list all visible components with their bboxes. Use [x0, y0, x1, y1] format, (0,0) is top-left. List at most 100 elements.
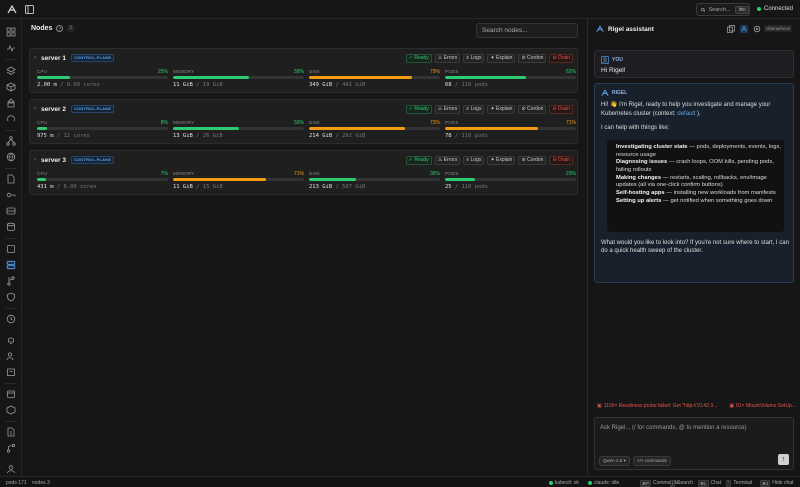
refresh-icon[interactable]	[6, 114, 16, 124]
pods-used: 68	[445, 82, 452, 88]
drain-button[interactable]: ⊖ Drain	[549, 156, 573, 165]
agent-mode-icon[interactable]	[740, 25, 748, 33]
logs-button[interactable]: ≡ Logs	[463, 105, 485, 114]
bell-icon[interactable]	[6, 335, 16, 345]
logs-button[interactable]: ≡ Logs	[463, 156, 485, 165]
node-card[interactable]: › server 1 CONTROL-PLANE ✓ Ready ⚠ Errors ≡ L…	[29, 48, 578, 93]
archive-icon[interactable]	[6, 367, 16, 377]
package-icon[interactable]	[6, 405, 16, 415]
git-branch-icon[interactable]	[6, 276, 16, 286]
globe-icon[interactable]	[6, 152, 16, 162]
users-icon[interactable]	[6, 351, 16, 361]
drain-button[interactable]: ⊖ Drain	[549, 54, 573, 63]
chevron-right-icon[interactable]: ›	[34, 55, 36, 61]
disk-value: 349 GiB / 441 GiB	[309, 82, 440, 88]
cordon-button-label: Cordon	[527, 106, 544, 112]
storage-icon[interactable]	[6, 206, 16, 216]
layers-icon[interactable]	[6, 66, 16, 76]
connection-status: Connected	[757, 6, 793, 12]
disk-usage-bar	[309, 127, 440, 130]
chat-input[interactable]: Ask Rigel... (/ for commands, @ to menti…	[594, 417, 794, 470]
pods-total: / 110 pods	[451, 82, 489, 88]
settings-gear-icon[interactable]	[753, 25, 761, 33]
memory-total: / 15 GiB	[192, 184, 223, 190]
node-card[interactable]: › server 2 CONTROL-PLANE ✓ Ready ⚠ Errors ≡ L…	[29, 99, 578, 144]
explain-button[interactable]: ✦ Explain	[487, 54, 516, 63]
chevron-right-icon[interactable]: ›	[34, 157, 36, 163]
event-alert[interactable]: ▣ 1100× Readiness probe failed: Get "http…	[597, 403, 717, 409]
cordon-button[interactable]: ⊘ Cordon	[518, 105, 547, 114]
branch-icon[interactable]	[6, 443, 16, 453]
memory-label: MEMORY	[173, 69, 195, 74]
node-name[interactable]: server 3	[41, 156, 66, 164]
rigel-label: RIGEL	[612, 90, 628, 96]
user-icon[interactable]	[6, 464, 16, 474]
disk-metric: DISK 73% 214 GiB / 292 GiB	[309, 120, 440, 139]
sidebar-toggle-icon[interactable]	[25, 5, 34, 14]
memory-total: / 26 GiB	[192, 133, 223, 139]
clock-icon[interactable]	[6, 314, 16, 324]
memory-percent: 50%	[293, 120, 304, 126]
claude-dot-icon	[588, 480, 592, 485]
node-card[interactable]: › server 3 CONTROL-PLANE ✓ Ready ⚠ Errors ≡ L…	[29, 150, 578, 195]
assistant-panel: Rigel assistant ollama/local YOU Hi Rige…	[587, 19, 800, 476]
event-alert[interactable]: ▣ 81× MountVolume.SetUp...	[729, 403, 796, 409]
dashboard-icon[interactable]	[6, 27, 16, 37]
intro-line-2: Kubernetes cluster (context: default ).	[601, 110, 789, 118]
logs-button[interactable]: ≡ Logs	[463, 54, 485, 63]
cube-icon[interactable]	[6, 82, 16, 92]
errors-button[interactable]: ⚠ Errors	[434, 156, 461, 165]
disk-total: / 441 GiB	[332, 82, 366, 88]
key-icon[interactable]	[6, 190, 16, 200]
copy-icon[interactable]	[727, 25, 735, 33]
node-name[interactable]: server 2	[41, 105, 66, 113]
nodes-server-icon[interactable]	[6, 260, 16, 270]
document-icon[interactable]	[6, 427, 16, 437]
shortcut-hint[interactable]: ⌘P Commands	[640, 479, 679, 487]
node-name[interactable]: server 1	[41, 54, 66, 62]
role-badge: CONTROL-PLANE	[70, 105, 115, 113]
cpu-total: / 6.00 cores	[53, 184, 97, 190]
errors-button[interactable]: ⚠ Errors	[434, 54, 461, 63]
node-search-input[interactable]: Search nodes...	[476, 23, 578, 38]
claude-status-label: claude: idle	[594, 479, 620, 486]
global-search-button[interactable]: Search... ⌘K	[696, 3, 750, 16]
cpu-usage-fill	[37, 76, 70, 79]
network-icon[interactable]	[6, 136, 16, 146]
cpu-usage-fill	[37, 178, 47, 181]
file-icon[interactable]	[6, 174, 16, 184]
calendar-icon[interactable]	[6, 389, 16, 399]
stack-icon[interactable]	[6, 98, 16, 108]
database-icon[interactable]	[6, 222, 16, 232]
chevron-right-icon[interactable]: ›	[34, 106, 36, 112]
shield-icon[interactable]	[6, 292, 16, 302]
model-selector-pill[interactable]: Qwen 3.6 ▾	[599, 456, 630, 466]
logs-icon: ≡	[466, 55, 471, 61]
drain-button[interactable]: ⊖ Drain	[549, 105, 573, 114]
shortcut-hint[interactable]: ` Terminal	[726, 479, 752, 487]
shortcut-hint[interactable]: / Search	[670, 479, 693, 487]
shortcut-hint[interactable]: ⌘L Chat	[698, 479, 721, 487]
logs-icon: ≡	[466, 157, 471, 163]
commands-pill[interactable]: </> commands	[633, 456, 671, 466]
shortcut-hint[interactable]: ⌘J Hide chat	[760, 479, 793, 487]
send-button[interactable]: ↑	[778, 454, 789, 465]
shortcut-key: ⌘L	[698, 479, 709, 487]
errors-button[interactable]: ⚠ Errors	[434, 105, 461, 114]
pulse-icon[interactable]	[6, 43, 16, 53]
pods-metric: PODS 71% 78 / 110 pods	[445, 120, 576, 139]
cpu-percent: 8%	[160, 120, 168, 126]
cordon-button[interactable]: ⊘ Cordon	[518, 54, 547, 63]
search-shortcut: ⌘K	[735, 5, 749, 14]
help-icon[interactable]: ?	[56, 25, 64, 32]
capability-item: Diagnosing issues — crash loops, OOM kil…	[616, 159, 784, 174]
square-icon[interactable]	[6, 244, 16, 254]
disk-label: DISK	[309, 120, 321, 125]
cpu-label: CPU	[37, 120, 48, 125]
intro-line-1: Hi! 👋 I'm Rigel, ready to help you inves…	[601, 102, 771, 108]
cordon-button[interactable]: ⊘ Cordon	[518, 156, 547, 165]
explain-button[interactable]: ✦ Explain	[487, 156, 516, 165]
pods-percent: 23%	[565, 171, 576, 177]
capability-title: Investigating cluster state	[616, 144, 688, 150]
explain-button[interactable]: ✦ Explain	[487, 105, 516, 114]
